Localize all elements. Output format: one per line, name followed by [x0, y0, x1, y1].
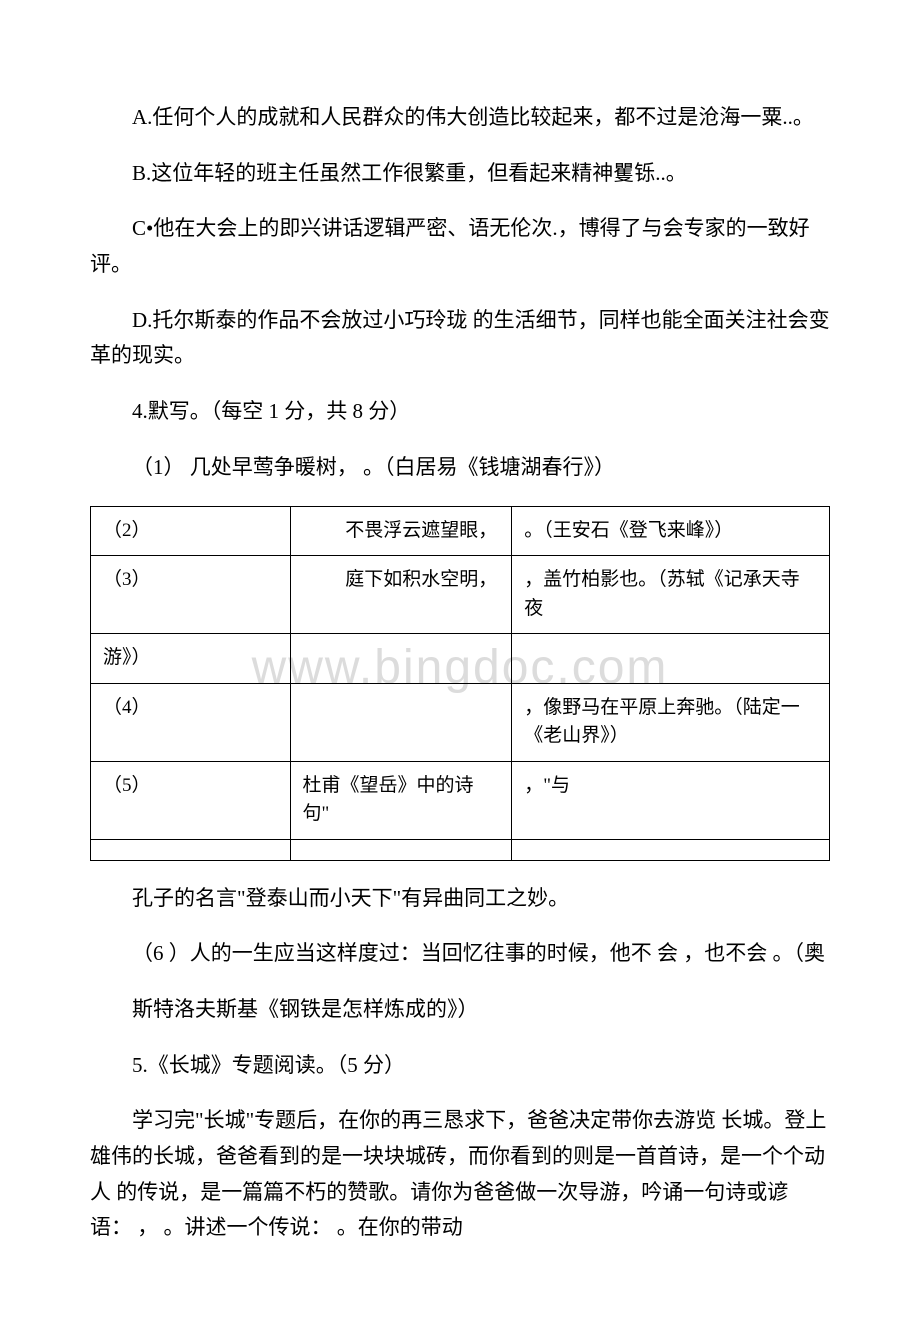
after-table-text: 孔子的名言"登泰山而小天下"有异曲同工之妙。 [90, 881, 830, 917]
table-cell [91, 839, 291, 860]
table-cell: （5） [91, 761, 291, 839]
table-cell [512, 634, 830, 684]
table-cell: （3） [91, 556, 291, 634]
table-row: 游》） [91, 634, 830, 684]
table-row [91, 839, 830, 860]
option-c: C•他在大会上的即兴讲话逻辑严密、语无伦次.，博得了与会专家的一致好评。 [90, 211, 830, 282]
table-row: （5） 杜甫《望岳》中的诗句" ，"与 [91, 761, 830, 839]
table-cell: ，"与 [512, 761, 830, 839]
table-row: （4） ，像野马在平原上奔驰。（陆定一《老山界》） [91, 683, 830, 761]
table-cell: 不畏浮云遮望眼， [290, 506, 512, 556]
question-4: 4.默写。（每空 1 分，共 8 分） [90, 394, 830, 430]
table-cell: ，盖竹柏影也。（苏轼《记承天寺夜 [512, 556, 830, 634]
question-4-1: （1） 几处早莺争暖树， 。（白居易《钱塘湖春行》） [90, 450, 830, 486]
table-cell: 杜甫《望岳》中的诗句" [290, 761, 512, 839]
table-cell [290, 683, 512, 761]
table-cell: 。（王安石《登飞来峰》） [512, 506, 830, 556]
table-cell [512, 839, 830, 860]
table-cell [290, 634, 512, 684]
table-row: （3） 庭下如积水空明， ，盖竹柏影也。（苏轼《记承天寺夜 [91, 556, 830, 634]
question-4-6b: 斯特洛夫斯基《钢铁是怎样炼成的》） [90, 992, 830, 1028]
table-cell [290, 839, 512, 860]
option-a: A.任何个人的成就和人民群众的伟大创造比较起来，都不过是沧海一粟..。 [90, 100, 830, 136]
table-cell: 庭下如积水空明， [290, 556, 512, 634]
question-5-body: 学习完"长城"专题后，在你的再三恳求下，爸爸决定带你去游览 长城。登上 雄伟的长… [90, 1103, 830, 1246]
option-b: B.这位年轻的班主任虽然工作很繁重，但看起来精神矍铄..。 [90, 156, 830, 192]
question-4-6: （6 ）人的一生应当这样度过：当回忆往事的时候，他不 会 ，也不会 。（奥 [90, 936, 830, 972]
table-cell: ，像野马在平原上奔驰。（陆定一《老山界》） [512, 683, 830, 761]
table-cell: （2） [91, 506, 291, 556]
table-cell: 游》） [91, 634, 291, 684]
fill-blank-table: （2） 不畏浮云遮望眼， 。（王安石《登飞来峰》） （3） 庭下如积水空明， ，… [90, 506, 830, 861]
option-d: D.托尔斯泰的作品不会放过小巧玲珑 的生活细节，同样也能全面关注社会变 革的现实… [90, 303, 830, 374]
table-cell: （4） [91, 683, 291, 761]
table-row: （2） 不畏浮云遮望眼， 。（王安石《登飞来峰》） [91, 506, 830, 556]
question-5: 5.《长城》专题阅读。（5 分） [90, 1048, 830, 1084]
